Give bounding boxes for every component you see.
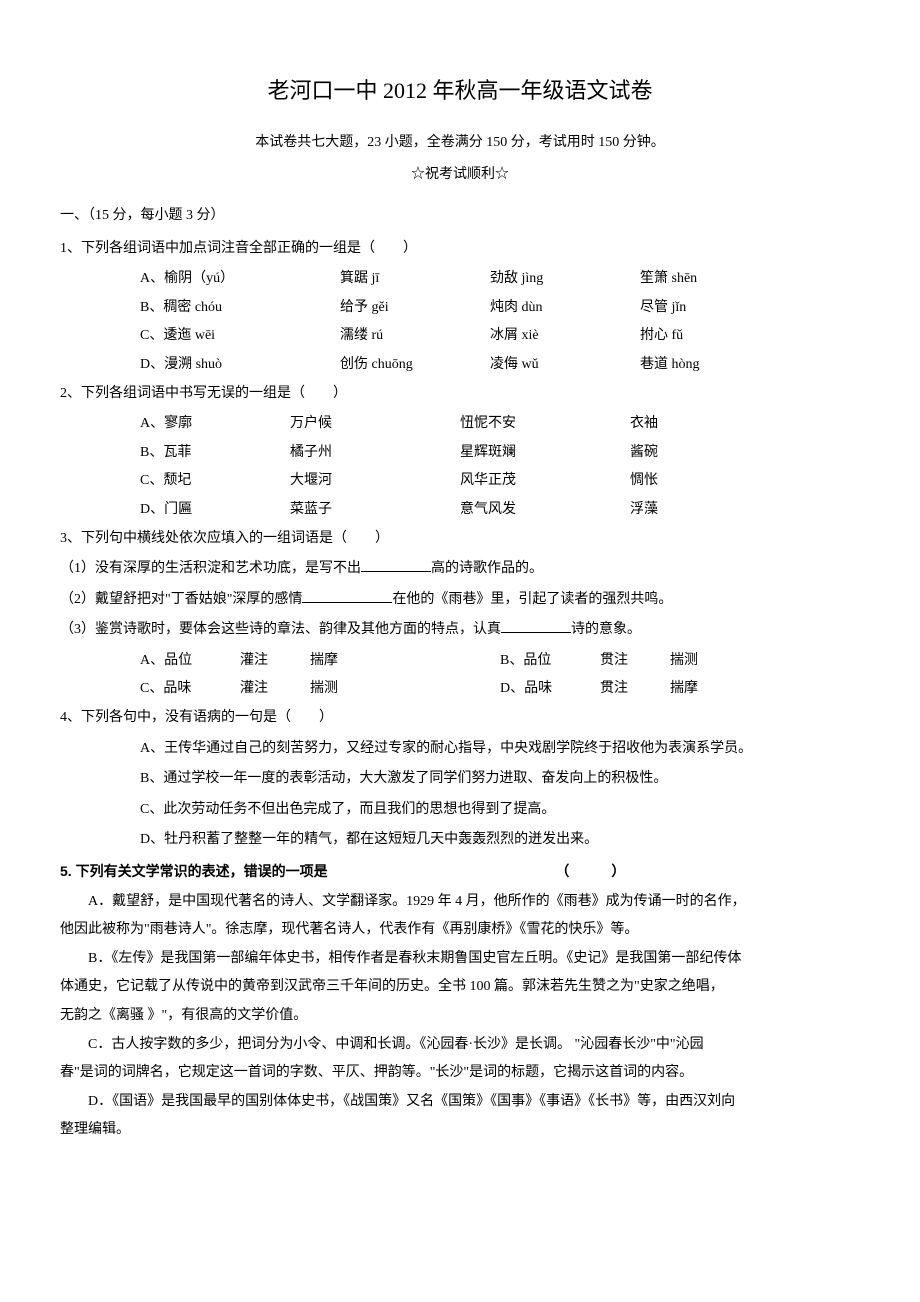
q5-option-a-line1: A．戴望舒，是中国现代著名的诗人、文学翻译家。1929 年 4 月，他所作的《雨… [60,889,860,916]
q3-b-label: B、品位 [500,648,600,675]
q2-a-col2: 万户候 [290,411,460,438]
q3-d-i2: 揣摩 [670,676,750,703]
q1-b-col2: 给予 gěi [340,295,490,322]
q2-c-col1: C、颓圮 [140,468,290,495]
q3-options-row1: A、品位 灌注 揣摩 B、品位 贯注 揣测 [60,648,860,675]
q3-opt-a: A、品位 灌注 揣摩 [140,648,500,675]
q3-sub1: （1）没有深厚的生活积淀和艺术功底，是写不出 高的诗歌作品的。 [60,556,860,583]
exam-title: 老河口一中 2012 年秋高一年级语文试卷 [60,70,860,112]
q3-sub1-blank [361,556,431,572]
q1-c-col3: 冰屑 xiè [490,323,640,350]
q3-b-i1: 贯注 [600,648,670,675]
q1-c-col2: 濡缕 rú [340,323,490,350]
q2-b-col3: 星辉斑斓 [460,440,630,467]
q5-option-a-line2: 他因此被称为"雨巷诗人"。徐志摩，现代著名诗人，代表作有《再别康桥》《雪花的快乐… [60,917,860,944]
q4-option-a: A、王传华通过自己的刻苦努力，又经过专家的耐心指导，中央戏剧学院终于招收他为表演… [60,736,860,763]
q4-option-c: C、此次劳动任务不但出色完成了，而且我们的思想也得到了提高。 [60,797,860,824]
q5-option-b-line3: 无韵之《离骚 》"，有很高的文学价值。 [60,1003,860,1030]
q3-sub2-post: 在他的《雨巷》里，引起了读者的强烈共鸣。 [392,592,672,607]
q2-row-d: D、门匾 菜蓝子 意气风发 浮藻 [60,497,860,524]
q3-sub2-pre: （2）戴望舒把对"丁香姑娘"深厚的感情 [60,592,302,607]
q3-sub1-pre: （1）没有深厚的生活积淀和艺术功底，是写不出 [60,561,361,576]
q1-c-col1: C、逶迤 wēi [140,323,340,350]
q5-option-d-line2: 整理编辑。 [60,1117,860,1144]
q1-a-col2: 箕踞 jī [340,266,490,293]
q3-d-i1: 贯注 [600,676,670,703]
q4-option-b: B、通过学校一年一度的表彰活动，大大激发了同学们努力进取、奋发向上的积极性。 [60,766,860,793]
q3-opt-c: C、品味 灌注 揣测 [140,676,500,703]
q1-a-col4: 笙箫 shēn [640,266,790,293]
q4-option-d: D、牡丹积蓄了整整一年的精气，都在这短短几天中轰轰烈烈的迸发出来。 [60,827,860,854]
q3-b-i2: 揣测 [670,648,750,675]
q1-c-col4: 拊心 fǔ [640,323,790,350]
q3-c-label: C、品味 [140,676,240,703]
question-1-stem: 1、下列各组词语中加点词注音全部正确的一组是（ ） [60,236,860,263]
q1-row-c: C、逶迤 wēi 濡缕 rú 冰屑 xiè 拊心 fǔ [60,323,860,350]
q1-b-col4: 尽管 jǐn [640,295,790,322]
q3-sub3-post: 诗的意象。 [571,622,641,637]
question-3-stem: 3、下列句中横线处依次应填入的一组词语是（ ） [60,526,860,553]
q2-b-col4: 酱碗 [630,440,780,467]
q1-d-col1: D、漫溯 shuò [140,352,340,379]
q1-row-d: D、漫溯 shuò 创伤 chuōng 凌侮 wǔ 巷道 hòng [60,352,860,379]
section-1-header: 一、（15 分，每小题 3 分） [60,203,860,230]
blessing-text: ☆祝考试顺利☆ [60,162,860,189]
q2-row-c: C、颓圮 大堰河 风华正茂 惆怅 [60,468,860,495]
q2-d-col4: 浮藻 [630,497,780,524]
q1-b-col3: 炖肉 dùn [490,295,640,322]
q2-c-col4: 惆怅 [630,468,780,495]
q3-sub2-blank [302,587,392,603]
q2-row-b: B、瓦菲 橘子州 星辉斑斓 酱碗 [60,440,860,467]
q5-option-d-line1: D．《国语》是我国最早的国别体体史书，《战国策》又名《国策》《国事》《事语》《长… [60,1089,860,1116]
q1-d-col3: 凌侮 wǔ [490,352,640,379]
q2-c-col3: 风华正茂 [460,468,630,495]
q5-option-c-line1: C．古人按字数的多少，把词分为小令、中调和长调。《沁园春·长沙》是长调。 "沁园… [60,1032,860,1059]
q2-a-col3: 忸怩不安 [460,411,630,438]
question-5-stem: 5. 下列有关文学常识的表述，错误的一项是 （ ） [60,858,860,885]
q1-d-col4: 巷道 hòng [640,352,790,379]
q3-c-i1: 灌注 [240,676,310,703]
q2-b-col2: 橘子州 [290,440,460,467]
q3-sub3-pre: （3）鉴赏诗歌时，要体会这些诗的章法、韵律及其他方面的特点，认真 [60,622,501,637]
q1-d-col2: 创伤 chuōng [340,352,490,379]
q1-row-b: B、稠密 chóu 给予 gěi 炖肉 dùn 尽管 jǐn [60,295,860,322]
q5-option-c-line2: 春"是词的词牌名，它规定这一首词的字数、平仄、押韵等。"长沙"是词的标题，它揭示… [60,1060,860,1087]
q2-a-col4: 衣袖 [630,411,780,438]
exam-subtitle: 本试卷共七大题，23 小题，全卷满分 150 分，考试用时 150 分钟。 [60,130,860,157]
q5-option-b-line2: 体通史，它记载了从传说中的黄帝到汉武帝三千年间的历史。全书 100 篇。郭沫若先… [60,974,860,1001]
question-2-stem: 2、下列各组词语中书写无误的一组是（ ） [60,381,860,408]
q3-a-label: A、品位 [140,648,240,675]
q1-a-col3: 劲敌 jìng [490,266,640,293]
q3-sub2: （2）戴望舒把对"丁香姑娘"深厚的感情 在他的《雨巷》里，引起了读者的强烈共鸣。 [60,587,860,614]
q3-options-row2: C、品味 灌注 揣测 D、品味 贯注 揣摩 [60,676,860,703]
q5-option-b-line1: B．《左传》是我国第一部编年体史书，相传作者是春秋末期鲁国史官左丘明。《史记》是… [60,946,860,973]
q3-c-i2: 揣测 [310,676,390,703]
q2-d-col1: D、门匾 [140,497,290,524]
q2-d-col3: 意气风发 [460,497,630,524]
q1-a-col1: A、榆阴（yú） [140,266,340,293]
q3-sub3-blank [501,617,571,633]
q3-a-i1: 灌注 [240,648,310,675]
q1-row-a: A、榆阴（yú） 箕踞 jī 劲敌 jìng 笙箫 shēn [60,266,860,293]
question-4-stem: 4、下列各句中，没有语病的一句是（ ） [60,705,860,732]
q2-d-col2: 菜蓝子 [290,497,460,524]
q3-opt-d: D、品味 贯注 揣摩 [500,676,750,703]
q3-a-i2: 揣摩 [310,648,390,675]
q1-b-col1: B、稠密 chóu [140,295,340,322]
q3-opt-b: B、品位 贯注 揣测 [500,648,750,675]
q2-b-col1: B、瓦菲 [140,440,290,467]
q3-d-label: D、品味 [500,676,600,703]
q3-sub1-post: 高的诗歌作品的。 [431,561,543,576]
q2-a-col1: A、寥廓 [140,411,290,438]
q5-stem-text: 5. 下列有关文学常识的表述，错误的一项是 [60,863,328,879]
q3-sub3: （3）鉴赏诗歌时，要体会这些诗的章法、韵律及其他方面的特点，认真 诗的意象。 [60,617,860,644]
q2-row-a: A、寥廓 万户候 忸怩不安 衣袖 [60,411,860,438]
q5-blank: （ ） [555,863,625,879]
q2-c-col2: 大堰河 [290,468,460,495]
